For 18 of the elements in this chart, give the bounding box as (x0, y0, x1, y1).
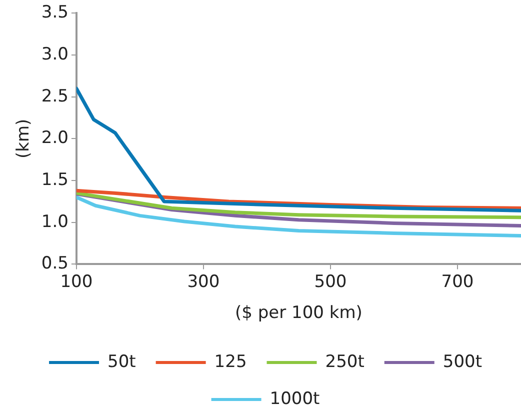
y-tick-label: 1.0 (41, 212, 68, 232)
y-tick-label: 1.5 (41, 170, 68, 190)
x-tick-label: 100 (60, 272, 93, 292)
y-tick-label: 0.5 (41, 254, 68, 274)
y-tick-label: 2.5 (41, 86, 68, 106)
legend-label: 500t (442, 352, 482, 372)
y-tick-label: 3.5 (41, 2, 68, 23)
legend-label: 1000t (270, 388, 320, 409)
x-tick-label: 700 (441, 272, 474, 292)
x-tick-label: 500 (314, 272, 347, 292)
y-tick-label: 3.0 (41, 44, 68, 64)
legend-label: 50t (108, 352, 136, 372)
x-tick-label: 300 (187, 272, 220, 292)
y-axis-title: (km) (14, 118, 34, 159)
legend-label: 125 (214, 352, 247, 372)
legend-label: 250t (325, 352, 365, 372)
x-axis-title: ($ per 100 km) (235, 303, 362, 324)
y-tick-label: 2.0 (41, 128, 68, 148)
